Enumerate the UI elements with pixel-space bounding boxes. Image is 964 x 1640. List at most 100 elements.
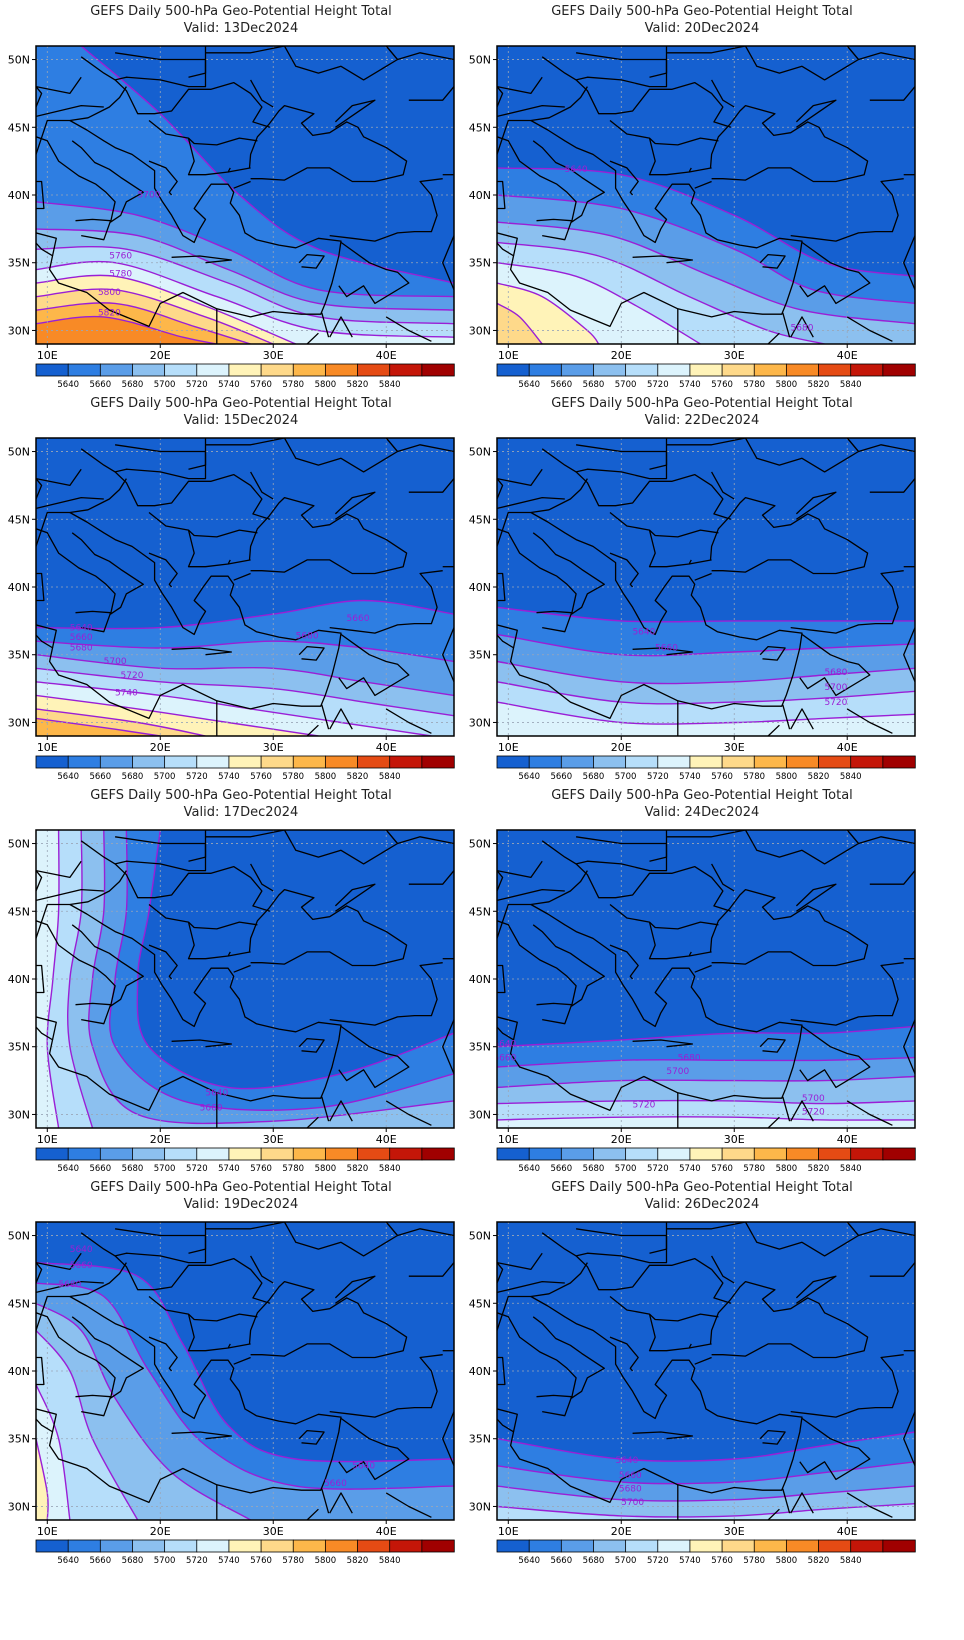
coastline xyxy=(233,964,251,973)
coastline xyxy=(329,962,443,1026)
coastline xyxy=(148,944,178,980)
colorbar-swatch xyxy=(324,1147,359,1161)
coastline xyxy=(205,1222,285,1230)
colorbar-swatch xyxy=(785,755,820,769)
lat-tick-label: 40N xyxy=(469,189,491,202)
colorbar: 5640 5660 5680 5700 5720 5740 5760 5780 5800 5820… xyxy=(496,1539,916,1566)
coastline xyxy=(36,920,144,1007)
map-panel: GEFS Daily 500-hPa Geo-Potential Height … xyxy=(0,392,482,802)
coastline xyxy=(497,511,803,720)
colorbar-swatch xyxy=(421,1147,455,1161)
coastline xyxy=(497,920,605,1007)
coastline xyxy=(408,478,454,493)
coastline xyxy=(385,1100,432,1126)
colorbar-label: 5780 xyxy=(282,772,304,782)
coastline xyxy=(36,242,54,257)
coastline xyxy=(442,1411,454,1467)
coastline xyxy=(227,1343,251,1349)
coastline xyxy=(497,903,803,1112)
coastline xyxy=(609,1295,719,1322)
colorbar-swatch xyxy=(721,1539,755,1553)
colorbar-swatch xyxy=(818,363,852,377)
coastline xyxy=(688,1343,712,1349)
coastline xyxy=(114,471,271,520)
coastline xyxy=(709,104,869,183)
coastline xyxy=(497,964,506,994)
coastline xyxy=(575,1255,732,1304)
coastline xyxy=(632,1431,694,1440)
valid-date: 15Dec2024 xyxy=(223,413,299,428)
coastline xyxy=(497,119,803,328)
colorbar-label: 5840 xyxy=(379,772,401,782)
coastline xyxy=(767,1116,780,1128)
colorbar-label: 5700 xyxy=(154,1164,176,1174)
colorbar-swatch xyxy=(496,1147,530,1161)
coastline xyxy=(442,235,454,291)
contour-label: 5640 xyxy=(70,1245,93,1255)
coastline xyxy=(799,241,871,305)
colorbar-swatch xyxy=(228,1147,262,1161)
coastline xyxy=(36,511,342,720)
valid-date: 26Dec2024 xyxy=(684,1197,760,1212)
coastline xyxy=(233,180,251,189)
colorbar-swatch xyxy=(528,1147,563,1161)
colorbar-label: 5680 xyxy=(122,380,144,390)
coastline xyxy=(536,610,573,633)
coastline xyxy=(497,888,565,902)
colorbar-swatch xyxy=(657,755,691,769)
coastline xyxy=(171,1039,233,1048)
coastline xyxy=(248,496,408,575)
lon-tick-label: 30E xyxy=(724,741,745,754)
coastline xyxy=(36,468,82,487)
colorbar-label: 5760 xyxy=(250,380,272,390)
coastline xyxy=(338,241,410,305)
lon-tick-label: 40E xyxy=(376,741,397,754)
coastline xyxy=(903,1019,915,1075)
coastline xyxy=(36,496,104,510)
coastline xyxy=(36,1295,342,1504)
lat-tick-label: 45N xyxy=(8,905,30,918)
colorbar-label: 5740 xyxy=(679,380,701,390)
colorbar-label: 5700 xyxy=(154,1556,176,1566)
colorbar-swatch xyxy=(689,363,723,377)
lat-tick-label: 35N xyxy=(8,257,30,270)
coastline xyxy=(188,830,207,862)
coastline xyxy=(36,870,127,939)
colorbar-swatch xyxy=(882,755,916,769)
coastline xyxy=(541,836,668,872)
colorbar-swatch xyxy=(421,1539,455,1553)
coastline xyxy=(233,1356,251,1365)
lat-tick-label: 35N xyxy=(469,257,491,270)
colorbar-label: 5720 xyxy=(186,380,208,390)
lon-tick-label: 20E xyxy=(150,741,171,754)
lon-tick-label: 20E xyxy=(611,349,632,362)
coastline xyxy=(846,1100,893,1126)
coastline xyxy=(688,167,712,173)
colorbar-swatch xyxy=(593,755,627,769)
coastline xyxy=(148,511,258,538)
colorbar-swatch xyxy=(818,755,852,769)
coastline xyxy=(75,1394,112,1417)
colorbar-label: 5700 xyxy=(615,1556,637,1566)
lat-tick-label: 30N xyxy=(469,1108,491,1121)
coastline xyxy=(497,180,506,210)
colorbar-label: 5720 xyxy=(186,1164,208,1174)
colorbar-swatch xyxy=(625,1539,659,1553)
colorbar-swatch xyxy=(35,363,69,377)
colorbar-swatch xyxy=(850,1539,884,1553)
coastline xyxy=(575,79,732,128)
lat-tick-label: 50N xyxy=(8,838,30,851)
lon-tick-label: 20E xyxy=(150,1133,171,1146)
coastline xyxy=(497,478,588,547)
colorbar-swatch xyxy=(228,363,262,377)
coastline xyxy=(903,627,915,683)
colorbar-label: 5760 xyxy=(711,380,733,390)
colorbar-swatch xyxy=(389,363,423,377)
coastline xyxy=(759,253,786,269)
coastline xyxy=(442,1019,454,1075)
coastline xyxy=(790,962,904,1026)
coastline xyxy=(666,46,746,54)
coastline xyxy=(36,1262,127,1331)
map-panel: GEFS Daily 500-hPa Geo-Potential Height … xyxy=(0,0,482,410)
